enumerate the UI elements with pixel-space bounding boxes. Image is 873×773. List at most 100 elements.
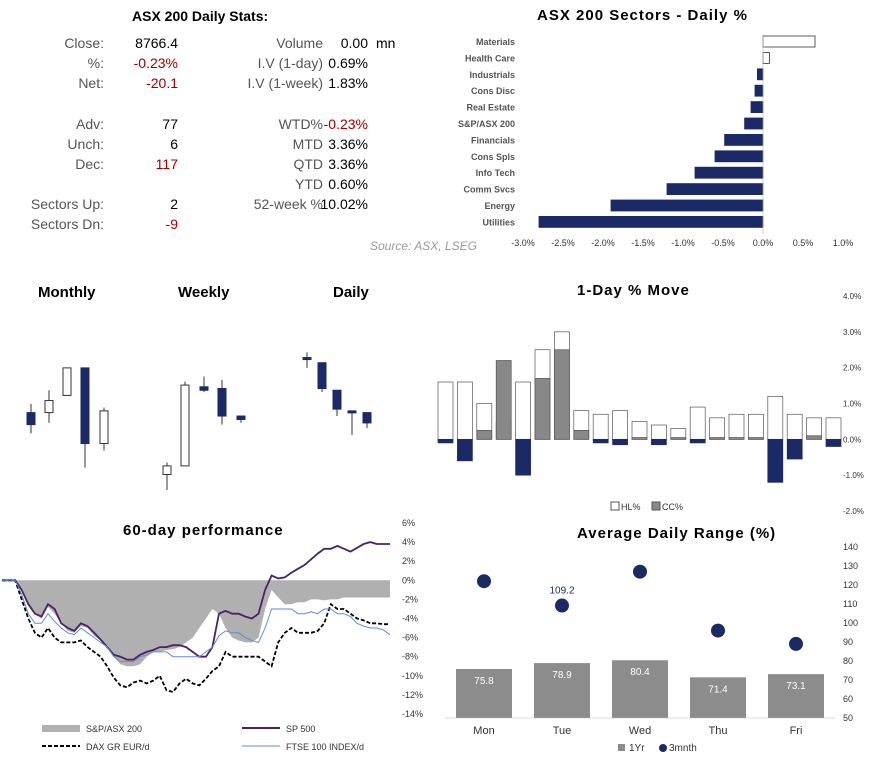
sector-bar xyxy=(762,52,770,64)
stat-value: 0.00 xyxy=(340,35,368,51)
adr-x-tick: Tue xyxy=(553,725,572,737)
adr-y-tick: 140 xyxy=(843,542,858,552)
perf-y-tick: -8% xyxy=(402,652,418,662)
candle-body xyxy=(62,367,72,396)
legend-dax-label: DAX GR EUR/d xyxy=(86,742,150,752)
adr-dot xyxy=(477,574,491,589)
hl-bar xyxy=(767,395,784,440)
hl-bar xyxy=(689,406,706,440)
candle-body xyxy=(44,400,54,414)
hl-bar xyxy=(515,381,531,440)
adr-x-tick: Fri xyxy=(790,725,803,737)
stat-label: WTD% xyxy=(278,116,323,132)
hl-bar xyxy=(592,413,609,440)
sixty-day-title: 60-day performance xyxy=(123,522,284,539)
adr-y-tick: 90 xyxy=(843,637,853,647)
perf-y-tick: -12% xyxy=(402,690,423,700)
adr-bar-label: 75.8 xyxy=(474,676,494,687)
hl-bar xyxy=(709,417,725,440)
candle-body xyxy=(236,415,246,420)
sector-x-tick: -3.0% xyxy=(511,238,535,248)
legend-cc-label: CC% xyxy=(662,502,683,512)
adr-bar xyxy=(768,674,824,718)
sector-label: Cons Disc xyxy=(471,86,515,96)
sector-label: Financials xyxy=(471,135,515,145)
perf-y-tick: -10% xyxy=(402,671,423,681)
series-line-1 xyxy=(2,541,390,661)
adr-y-tick: 60 xyxy=(843,694,853,704)
hl-bar xyxy=(786,413,803,440)
adr-dot xyxy=(633,564,647,579)
perf-y-tick: 4% xyxy=(402,537,415,547)
legend-1yr-label: 1Yr xyxy=(629,743,645,754)
candle-body xyxy=(162,465,172,476)
stat-value: 8766.4 xyxy=(135,35,178,51)
adr-dot xyxy=(555,598,569,613)
adr-x-tick: Thu xyxy=(709,725,728,737)
stat-label: 52-week % xyxy=(253,196,323,212)
stat-value: -9 xyxy=(165,216,178,232)
adr-y-tick: 50 xyxy=(843,713,853,723)
stat-value: 3.36% xyxy=(328,156,368,172)
series-line-3 xyxy=(2,579,391,662)
stat-label: Dec: xyxy=(75,156,104,172)
legend-cc-swatch xyxy=(651,501,661,511)
adr-title: Average Daily Range (%) xyxy=(577,525,777,542)
sector-x-tick: 0.5% xyxy=(793,238,814,248)
candle-body xyxy=(80,367,90,445)
stat-value: -0.23% xyxy=(133,55,178,71)
adr-bar-label: 78.9 xyxy=(552,670,572,681)
move-y-tick: -2.0% xyxy=(843,507,864,516)
adr-dot xyxy=(711,623,725,638)
stat-value: 3.36% xyxy=(328,136,368,152)
sector-bar xyxy=(724,133,764,146)
candle-body xyxy=(26,412,36,426)
stat-label: Volume xyxy=(276,35,323,51)
adr-bar xyxy=(690,677,746,718)
cc-bar xyxy=(437,438,454,444)
cc-bar xyxy=(573,430,590,440)
sector-x-tick: -2.5% xyxy=(551,238,575,248)
adr-y-tick: 120 xyxy=(843,580,858,590)
stat-label: Adv: xyxy=(75,116,104,132)
legend-asx-swatch xyxy=(42,725,80,732)
sector-bar xyxy=(610,199,764,212)
cc-bar xyxy=(592,438,609,444)
perf-y-tick: -6% xyxy=(402,633,418,643)
stat-label: %: xyxy=(87,55,104,71)
stat-label: Unch: xyxy=(67,136,104,152)
sector-x-tick: -2.0% xyxy=(591,238,615,248)
stat-unit: mn xyxy=(376,35,396,51)
sector-bar xyxy=(666,183,764,196)
cc-bar xyxy=(651,438,667,446)
stat-label: Sectors Up: xyxy=(30,196,104,212)
cc-bar xyxy=(825,438,842,447)
adr-x-tick: Wed xyxy=(629,725,651,737)
candle-body xyxy=(217,388,227,417)
sector-x-tick: -1.5% xyxy=(631,238,655,248)
asx-area xyxy=(2,580,390,667)
sector-label: Info Tech xyxy=(476,168,515,178)
hl-bar xyxy=(457,381,473,440)
stat-label: Sectors Dn: xyxy=(30,216,104,232)
stat-value: -20.1 xyxy=(146,75,178,91)
sector-bar xyxy=(694,166,764,179)
candle-body xyxy=(180,384,190,467)
adr-bar xyxy=(534,663,590,718)
cc-bar xyxy=(612,438,628,446)
candle-body xyxy=(317,362,327,390)
adr-y-tick: 110 xyxy=(843,599,857,609)
cc-bar xyxy=(748,437,764,440)
perf-y-tick: 0% xyxy=(402,575,415,585)
cc-bar xyxy=(767,438,784,483)
sector-x-tick: 1.0% xyxy=(833,238,854,248)
sector-label: Materials xyxy=(476,37,515,47)
sector-bar xyxy=(762,35,816,48)
sector-x-tick: -1.0% xyxy=(671,238,695,248)
perf-y-tick: 6% xyxy=(402,518,415,528)
sectors-chart-title: ASX 200 Sectors - Daily % xyxy=(537,7,748,24)
sector-label: Real Estate xyxy=(466,103,515,113)
series-line-2 xyxy=(2,579,390,694)
sector-label: Health Care xyxy=(465,53,515,63)
